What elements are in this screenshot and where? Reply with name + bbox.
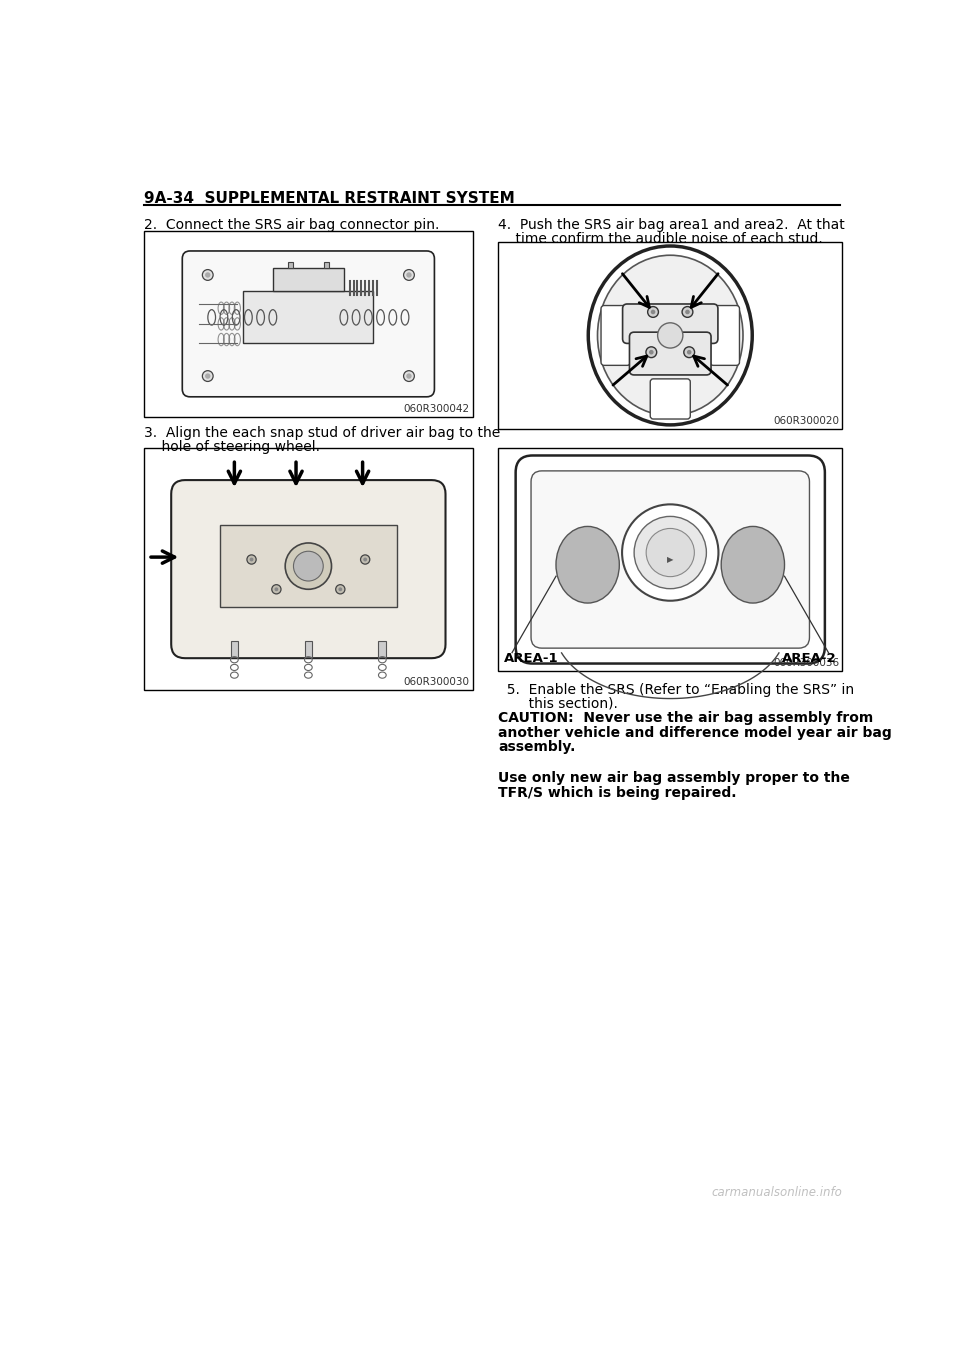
Circle shape — [684, 346, 695, 357]
Circle shape — [651, 310, 656, 314]
FancyBboxPatch shape — [630, 333, 711, 375]
Circle shape — [247, 555, 256, 564]
Text: AREA-1: AREA-1 — [504, 652, 559, 665]
Circle shape — [336, 585, 345, 593]
Text: this section).: this section). — [498, 697, 618, 710]
Circle shape — [203, 270, 213, 280]
Bar — [378, 641, 386, 657]
Circle shape — [646, 346, 657, 357]
Text: AREA-2: AREA-2 — [781, 652, 836, 665]
Bar — [220, 524, 397, 607]
Bar — [273, 268, 345, 291]
Circle shape — [294, 551, 324, 581]
Bar — [498, 448, 842, 671]
FancyBboxPatch shape — [623, 304, 718, 344]
Text: 9A-34  SUPPLEMENTAL RESTRAINT SYSTEM: 9A-34 SUPPLEMENTAL RESTRAINT SYSTEM — [144, 191, 515, 206]
Circle shape — [205, 273, 210, 277]
Circle shape — [658, 323, 683, 348]
Text: Use only new air bag assembly proper to the: Use only new air bag assembly proper to … — [498, 771, 850, 785]
Circle shape — [648, 307, 659, 318]
Text: 060R300030: 060R300030 — [403, 678, 469, 687]
FancyBboxPatch shape — [171, 481, 445, 659]
Circle shape — [687, 350, 691, 354]
Circle shape — [683, 307, 693, 318]
Circle shape — [203, 371, 213, 382]
Circle shape — [649, 350, 654, 354]
Bar — [288, 262, 293, 268]
FancyBboxPatch shape — [182, 251, 435, 397]
Text: CAUTION:  Never use the air bag assembly from: CAUTION: Never use the air bag assembly … — [498, 712, 874, 725]
Circle shape — [272, 585, 281, 593]
Ellipse shape — [721, 527, 784, 603]
Bar — [243, 291, 373, 344]
Circle shape — [685, 310, 690, 314]
Bar — [144, 231, 472, 417]
Circle shape — [403, 270, 415, 280]
Text: another vehicle and difference model year air bag: another vehicle and difference model yea… — [498, 725, 892, 740]
Circle shape — [363, 558, 367, 561]
FancyBboxPatch shape — [516, 455, 825, 664]
Circle shape — [646, 528, 694, 577]
Bar — [324, 262, 328, 268]
Text: TFR/S which is being repaired.: TFR/S which is being repaired. — [498, 786, 736, 800]
Circle shape — [406, 273, 412, 277]
Text: time confirm the audible noise of each stud.: time confirm the audible noise of each s… — [498, 232, 823, 246]
Circle shape — [406, 373, 412, 379]
Ellipse shape — [556, 527, 619, 603]
Circle shape — [275, 588, 278, 591]
Circle shape — [285, 543, 331, 589]
Text: 3.  Align the each snap stud of driver air bag to the: 3. Align the each snap stud of driver ai… — [144, 426, 500, 440]
FancyBboxPatch shape — [650, 379, 690, 420]
Text: 060R300042: 060R300042 — [403, 403, 469, 414]
Text: assembly.: assembly. — [498, 740, 576, 755]
Circle shape — [250, 558, 253, 561]
Circle shape — [361, 555, 370, 564]
Circle shape — [403, 371, 415, 382]
Text: 060R300020: 060R300020 — [773, 416, 839, 425]
Ellipse shape — [588, 246, 753, 425]
Text: hole of steering wheel.: hole of steering wheel. — [144, 440, 320, 454]
FancyBboxPatch shape — [601, 306, 631, 365]
Text: carmanualsonline.info: carmanualsonline.info — [711, 1186, 842, 1199]
Bar — [144, 448, 472, 690]
Circle shape — [622, 504, 718, 600]
Bar — [498, 242, 842, 429]
Circle shape — [635, 516, 707, 588]
Text: 2.  Connect the SRS air bag connector pin.: 2. Connect the SRS air bag connector pin… — [144, 219, 440, 232]
Text: ▶: ▶ — [667, 555, 674, 565]
Circle shape — [205, 373, 210, 379]
Bar — [230, 641, 238, 657]
Circle shape — [652, 318, 688, 353]
Text: 4.  Push the SRS air bag area1 and area2.  At that: 4. Push the SRS air bag area1 and area2.… — [498, 219, 845, 232]
Bar — [304, 641, 312, 657]
Ellipse shape — [597, 255, 743, 416]
Text: 060R300036: 060R300036 — [773, 659, 839, 668]
Text: 5.  Enable the SRS (Refer to “Enabling the SRS” in: 5. Enable the SRS (Refer to “Enabling th… — [498, 683, 854, 697]
Circle shape — [338, 588, 342, 591]
FancyBboxPatch shape — [710, 306, 739, 365]
FancyBboxPatch shape — [531, 471, 809, 648]
